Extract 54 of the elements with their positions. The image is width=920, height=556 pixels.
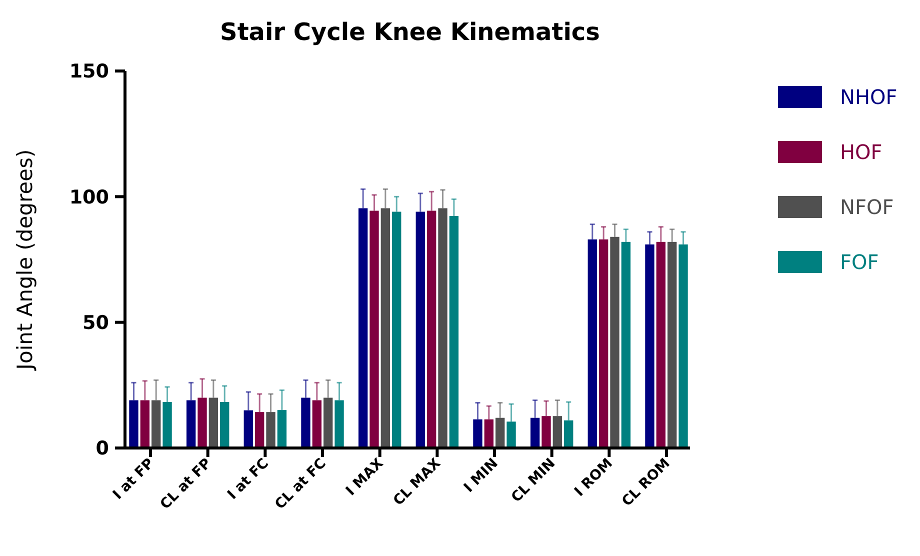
x-tick-label: CL at FC xyxy=(272,456,330,513)
bar xyxy=(621,242,631,448)
bar xyxy=(542,416,551,448)
bar xyxy=(162,402,172,448)
bar xyxy=(244,410,253,448)
bar xyxy=(301,398,310,448)
bar xyxy=(678,244,688,448)
bar xyxy=(426,210,436,448)
legend-label: NFOF xyxy=(840,195,894,219)
bar xyxy=(220,402,230,448)
y-tick-label: 50 xyxy=(82,312,109,334)
bar xyxy=(370,210,379,448)
bar xyxy=(312,400,322,448)
bar xyxy=(277,410,287,448)
bar xyxy=(198,398,207,448)
x-tick-label: I at FP xyxy=(110,456,158,503)
bar xyxy=(152,400,161,448)
bar xyxy=(380,208,390,448)
bar xyxy=(506,422,516,448)
bar xyxy=(438,208,448,448)
y-axis-title: Joint Angle (degrees) xyxy=(13,149,37,372)
x-tick-label: I at FC xyxy=(224,456,272,503)
bar xyxy=(208,398,218,448)
bar xyxy=(324,398,333,448)
bar xyxy=(564,420,574,448)
bar xyxy=(473,419,482,448)
bar xyxy=(656,242,666,448)
bar xyxy=(588,239,597,448)
bar xyxy=(530,418,540,448)
bar xyxy=(610,236,620,448)
bar xyxy=(449,216,459,448)
bar xyxy=(645,244,654,448)
bar xyxy=(667,242,677,448)
y-tick-label: 150 xyxy=(69,60,109,83)
bar xyxy=(392,212,402,448)
y-tick-label: 0 xyxy=(96,438,109,460)
bar xyxy=(358,208,368,448)
bar xyxy=(484,419,494,448)
bar xyxy=(254,412,264,448)
bar xyxy=(552,416,562,448)
legend-label: NHOF xyxy=(840,85,898,109)
x-tick-label: CL at FP xyxy=(157,456,215,513)
bar xyxy=(140,400,150,448)
bar xyxy=(334,400,344,448)
bar xyxy=(129,400,138,448)
bar xyxy=(598,239,608,448)
legend-label: HOF xyxy=(840,140,882,164)
legend-label: FOF xyxy=(840,250,879,274)
chart-title: Stair Cycle Knee Kinematics xyxy=(220,18,600,46)
bar xyxy=(496,418,505,448)
bar xyxy=(186,400,196,448)
y-tick-label: 100 xyxy=(69,186,109,208)
bar xyxy=(416,212,425,448)
bar xyxy=(266,412,276,448)
